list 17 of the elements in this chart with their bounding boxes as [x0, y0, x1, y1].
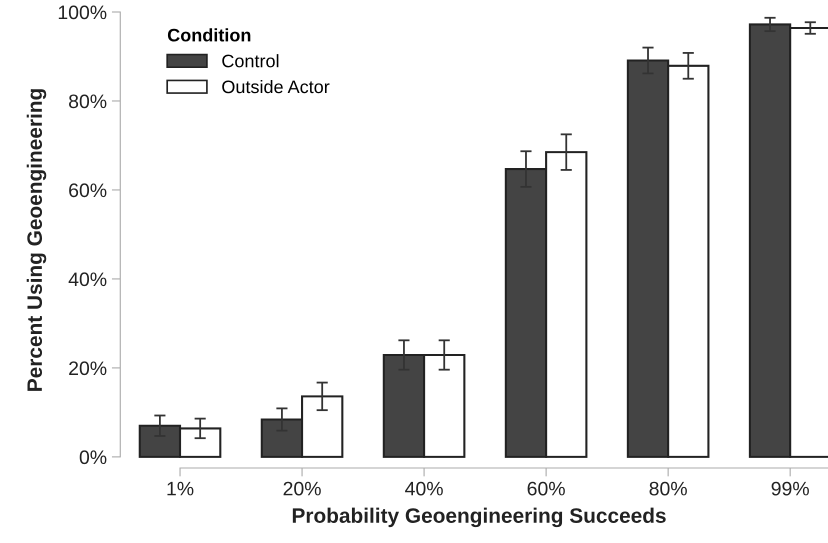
- x-tick-label: 60%: [528, 482, 565, 496]
- legend-title: Condition: [168, 28, 250, 42]
- x-tick-label: 20%: [284, 482, 321, 496]
- y-tick-label: 40%: [68, 272, 106, 286]
- x-axis-title: Probability Geoengineering Succeeds: [292, 508, 666, 528]
- legend-label: Control: [222, 54, 278, 68]
- x-tick-label: 80%: [650, 482, 687, 496]
- y-tick-label: 0%: [80, 450, 106, 464]
- y-axis-title: Percent Using Geoengineering: [26, 89, 46, 391]
- legend-label: Outside Actor: [222, 80, 330, 94]
- x-tick-label: 99%: [772, 482, 809, 496]
- y-tick-label: 60%: [69, 183, 106, 198]
- x-tick-label: 40%: [405, 482, 443, 496]
- y-tick-label: 20%: [69, 361, 106, 376]
- x-tick-label: 1%: [167, 482, 194, 496]
- y-tick-label: 100%: [58, 5, 106, 20]
- y-tick-label: 80%: [69, 94, 106, 108]
